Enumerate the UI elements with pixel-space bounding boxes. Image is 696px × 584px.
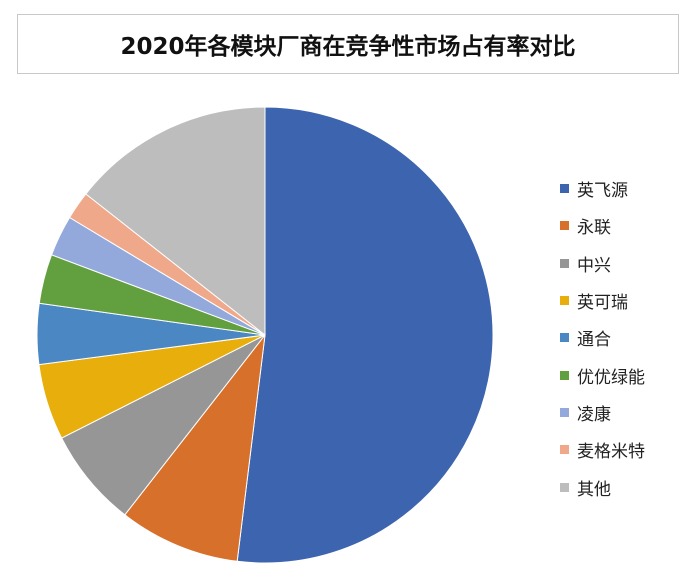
chart-title: 2020年各模块厂商在竞争性市场占有率对比 — [120, 34, 576, 60]
legend: 英飞源永联中兴英可瑞通合优优绿能凌康麦格米特其他 — [560, 170, 645, 506]
legend-swatch — [560, 221, 569, 231]
legend-item: 永联 — [560, 207, 645, 244]
pie-slice-8 — [85, 106, 266, 337]
pie-slice-0 — [236, 106, 494, 564]
legend-item: 其他 — [560, 468, 645, 505]
legend-label: 英可瑞 — [577, 293, 628, 314]
legend-label: 永联 — [577, 218, 611, 239]
title-box: 2020年各模块厂商在竞争性市场占有率对比 — [17, 14, 679, 74]
legend-label: 优优绿能 — [577, 367, 645, 388]
legend-swatch — [560, 445, 569, 455]
legend-swatch — [560, 407, 569, 417]
legend-label: 其他 — [577, 479, 611, 500]
legend-swatch — [560, 482, 569, 492]
legend-item: 英可瑞 — [560, 282, 645, 319]
legend-label: 英飞源 — [577, 181, 628, 202]
legend-swatch — [560, 184, 569, 194]
legend-swatch — [560, 333, 569, 343]
legend-label: 凌康 — [577, 404, 611, 425]
legend-label: 麦格米特 — [577, 442, 645, 463]
legend-label: 中兴 — [577, 255, 611, 276]
legend-swatch — [560, 258, 569, 268]
legend-item: 通合 — [560, 319, 645, 356]
legend-label: 通合 — [577, 330, 611, 351]
legend-item: 凌康 — [560, 394, 645, 431]
legend-item: 优优绿能 — [560, 356, 645, 393]
legend-item: 英飞源 — [560, 170, 645, 207]
legend-item: 麦格米特 — [560, 431, 645, 468]
legend-swatch — [560, 296, 569, 306]
pie-slice-1 — [124, 333, 266, 562]
legend-swatch — [560, 370, 569, 380]
legend-item: 中兴 — [560, 245, 645, 282]
